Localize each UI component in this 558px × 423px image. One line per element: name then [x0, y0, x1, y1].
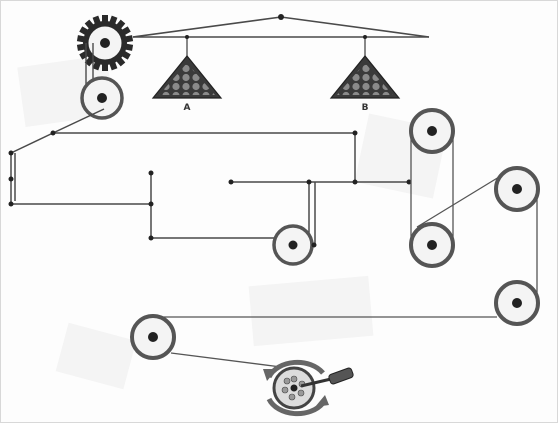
beam-pivot — [278, 14, 284, 20]
gear-icon — [76, 15, 134, 71]
pulley-top-right — [409, 108, 455, 154]
crank-wheel — [263, 359, 329, 417]
pulley-lower-left — [130, 314, 176, 360]
pulley-center — [272, 224, 317, 266]
pulley-far-right-upper — [494, 166, 540, 212]
gear-tooth — [102, 63, 108, 71]
weight-b-label: B — [362, 103, 369, 113]
pulley-far-right-lower — [494, 280, 540, 326]
belts — [159, 131, 538, 368]
linkage-rods — [10, 108, 409, 246]
weight-a — [151, 55, 223, 99]
pulley-mid-right — [409, 222, 455, 268]
crank-handle — [300, 367, 354, 388]
weight-b — [329, 55, 401, 99]
linkage-joints — [8, 130, 412, 241]
gear-tooth — [102, 15, 108, 23]
weight-a-label: A — [184, 103, 191, 113]
pulley-upper-left — [80, 76, 124, 120]
